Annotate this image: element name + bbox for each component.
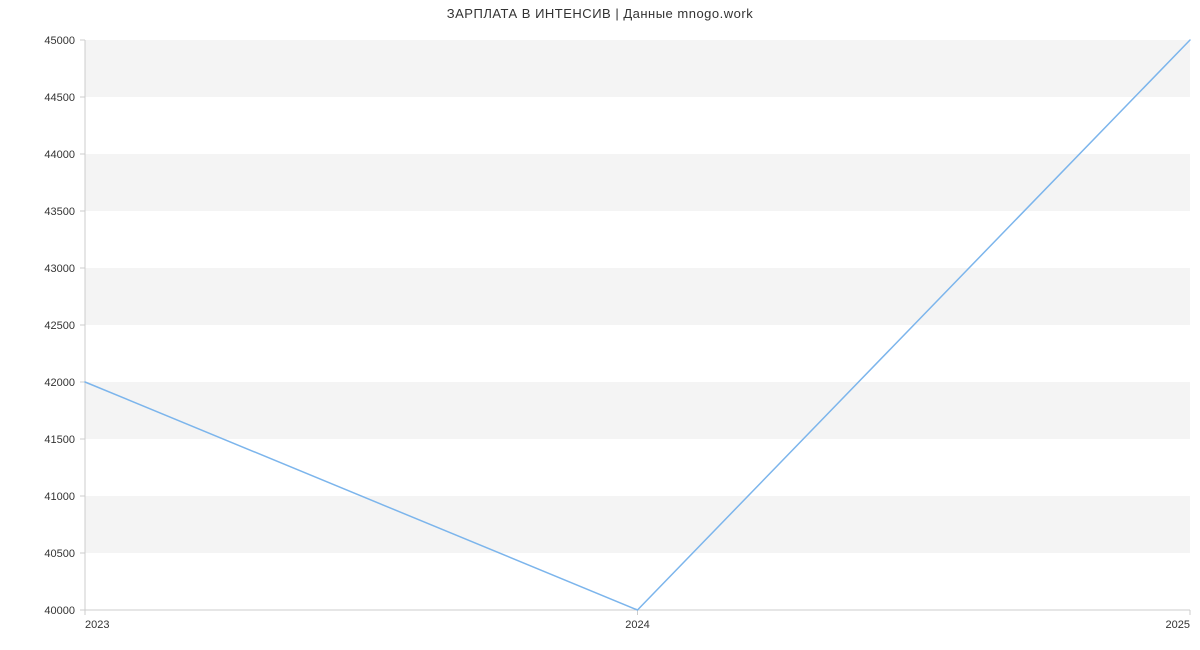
y-tick-label: 43500 xyxy=(44,206,75,218)
y-tick-label: 45000 xyxy=(44,35,75,47)
y-tick-label: 43000 xyxy=(44,263,75,275)
plot-band xyxy=(85,439,1190,496)
y-tick-label: 40000 xyxy=(44,605,75,617)
x-tick-label: 2023 xyxy=(85,619,109,631)
plot-band xyxy=(85,40,1190,97)
y-tick-label: 42000 xyxy=(44,377,75,389)
y-tick-label: 41500 xyxy=(44,434,75,446)
chart-svg: 40000 40500 41000 41500 42000 42500 43000 43500… xyxy=(0,0,1200,650)
y-tick-label: 44000 xyxy=(44,149,75,161)
plot-band xyxy=(85,382,1190,439)
y-tick-label: 40500 xyxy=(44,548,75,560)
plot-band xyxy=(85,325,1190,382)
y-tick-label: 44500 xyxy=(44,92,75,104)
y-tick-label: 42500 xyxy=(44,320,75,332)
plot-band xyxy=(85,211,1190,268)
plot-band xyxy=(85,496,1190,553)
salary-line-chart: ЗАРПЛАТА В ИНТЕНСИВ | Данные mnogo.work … xyxy=(0,0,1200,650)
plot-band xyxy=(85,97,1190,154)
x-tick-label: 2024 xyxy=(625,619,649,631)
y-tick-label: 41000 xyxy=(44,491,75,503)
x-tick-label: 2025 xyxy=(1166,619,1190,631)
plot-band xyxy=(85,154,1190,211)
plot-band xyxy=(85,553,1190,610)
plot-band xyxy=(85,268,1190,325)
